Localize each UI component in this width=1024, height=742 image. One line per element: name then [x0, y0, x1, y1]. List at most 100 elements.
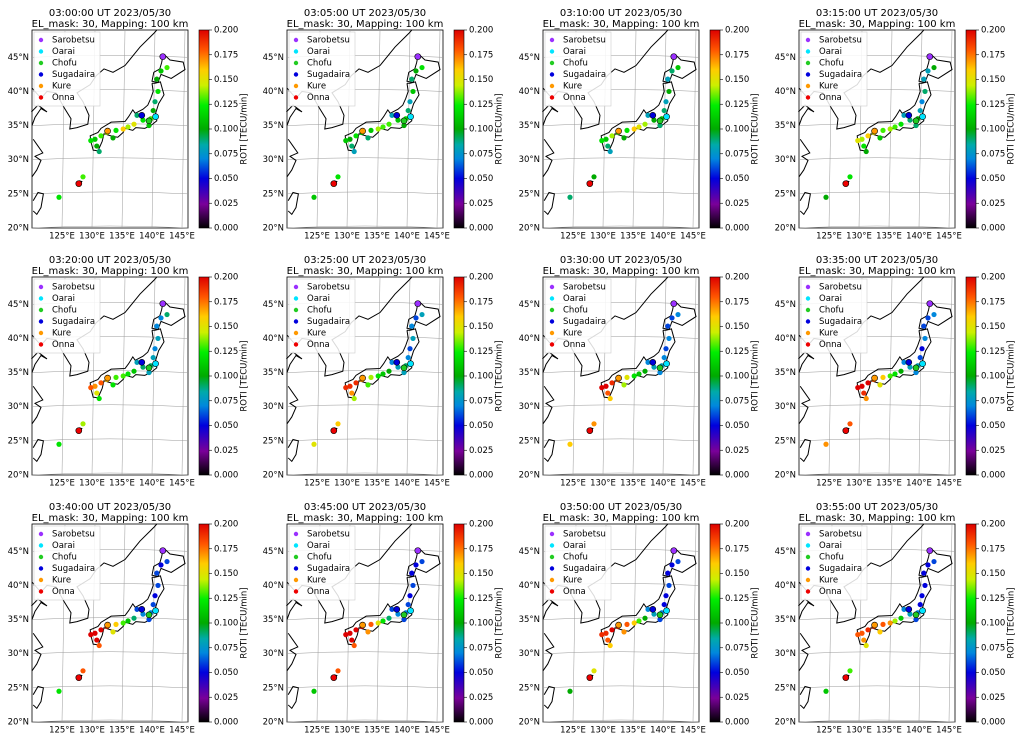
roti-point [666, 335, 672, 342]
lon-tick-label: 125°E [816, 232, 842, 242]
roti-point [113, 621, 119, 627]
roti-point [152, 593, 158, 599]
lon-tick-label: 135°E [364, 479, 390, 489]
roti-point [847, 421, 853, 427]
roti-point [155, 335, 161, 342]
parallel [542, 438, 700, 442]
colorbar [709, 276, 721, 476]
roti-point [609, 133, 615, 139]
parallel [798, 404, 956, 407]
legend-label: Onna [563, 340, 586, 350]
colorbar [198, 29, 210, 229]
legend-label: Sarobetsu [52, 530, 95, 540]
coastline [151, 547, 186, 578]
roti-point [621, 629, 627, 635]
legend-swatch [805, 83, 811, 89]
coastline [151, 53, 186, 84]
lat-tick-label: 25°N [775, 189, 796, 199]
legend-label: Sugadaira [52, 317, 95, 327]
station-marker [359, 127, 366, 135]
lat-tick-label: 20°N [8, 471, 29, 481]
coastline [798, 632, 811, 672]
colorbar [965, 523, 977, 723]
roti-point [351, 642, 357, 649]
roti-point [880, 127, 886, 133]
legend-swatch [293, 554, 299, 560]
roti-point [645, 606, 651, 612]
lat-tick-label: 45°N [775, 53, 796, 63]
station-marker [75, 427, 83, 434]
legend-label: Sugadaira [563, 564, 606, 574]
legend-label: Kure [52, 576, 71, 586]
station-marker [919, 360, 926, 368]
station-marker [842, 427, 850, 434]
colorbar [198, 523, 210, 723]
colorbar-tick-label: 0.025 [725, 693, 749, 703]
roti-point [405, 354, 411, 361]
colorbar-tick-label: 0.200 [725, 26, 749, 36]
roti-point [666, 582, 672, 589]
roti-point [110, 135, 116, 141]
roti-point [599, 138, 605, 144]
colorbar-tick-label: 0.000 [725, 471, 749, 481]
lat-tick-label: 40°N [775, 581, 796, 591]
colorbar-tick-label: 0.125 [469, 594, 493, 604]
roti-point [919, 346, 925, 352]
station-marker [656, 117, 664, 125]
roti-point [675, 558, 681, 565]
parallel [286, 225, 444, 229]
roti-point [395, 117, 401, 123]
roti-point [661, 107, 667, 114]
legend-box [800, 278, 868, 354]
lon-tick-label: 130°E [590, 726, 616, 736]
lat-tick-label: 30°N [775, 402, 796, 412]
roti-point [56, 688, 62, 694]
legend-label: Chofu [819, 306, 844, 316]
roti-point [120, 620, 126, 626]
legend-label: Sarobetsu [307, 36, 350, 46]
legend-swatch [293, 284, 299, 290]
lat-tick-label: 30°N [775, 155, 796, 165]
roti-point [386, 121, 392, 127]
lon-tick-label: 125°E [49, 232, 75, 242]
panel-title: 03:35:00 UT 2023/05/30 [816, 255, 938, 266]
legend-label: Onna [307, 93, 330, 103]
legend-swatch [293, 83, 299, 89]
roti-point [669, 562, 675, 568]
legend-swatch [293, 37, 299, 43]
parallel [31, 191, 189, 195]
station-marker [145, 117, 153, 125]
legend-swatch [38, 95, 44, 100]
parallel [31, 370, 189, 373]
parallel [798, 438, 956, 442]
coastline [918, 300, 953, 331]
colorbar-tick-label: 0.125 [981, 594, 1005, 604]
station-marker [871, 621, 878, 629]
colorbar-tick-label: 0.050 [469, 174, 493, 184]
roti-point [353, 133, 359, 139]
colorbar-tick-label: 0.100 [214, 372, 238, 382]
roti-point [636, 618, 642, 624]
legend-label: Chofu [307, 306, 332, 316]
lat-tick-label: 35°N [519, 368, 540, 378]
roti-point [921, 76, 927, 82]
roti-point [154, 570, 160, 576]
lat-tick-label: 20°N [775, 718, 796, 728]
legend-swatch [38, 319, 44, 324]
legend-swatch [805, 566, 811, 571]
legend-swatch [549, 60, 555, 66]
legend-swatch [549, 72, 555, 77]
legend-label: Onna [819, 587, 842, 597]
legend-swatch [293, 577, 299, 583]
colorbar-tick-label: 0.175 [981, 297, 1005, 307]
roti-point [134, 606, 140, 612]
coastline [151, 300, 186, 331]
lat-tick-label: 25°N [263, 189, 284, 199]
legend-label: Chofu [563, 59, 588, 69]
legend-label: Kure [307, 82, 326, 92]
colorbar-tick-label: 0.150 [725, 322, 749, 332]
station-marker [414, 547, 422, 554]
legend-label: Kure [52, 82, 71, 92]
